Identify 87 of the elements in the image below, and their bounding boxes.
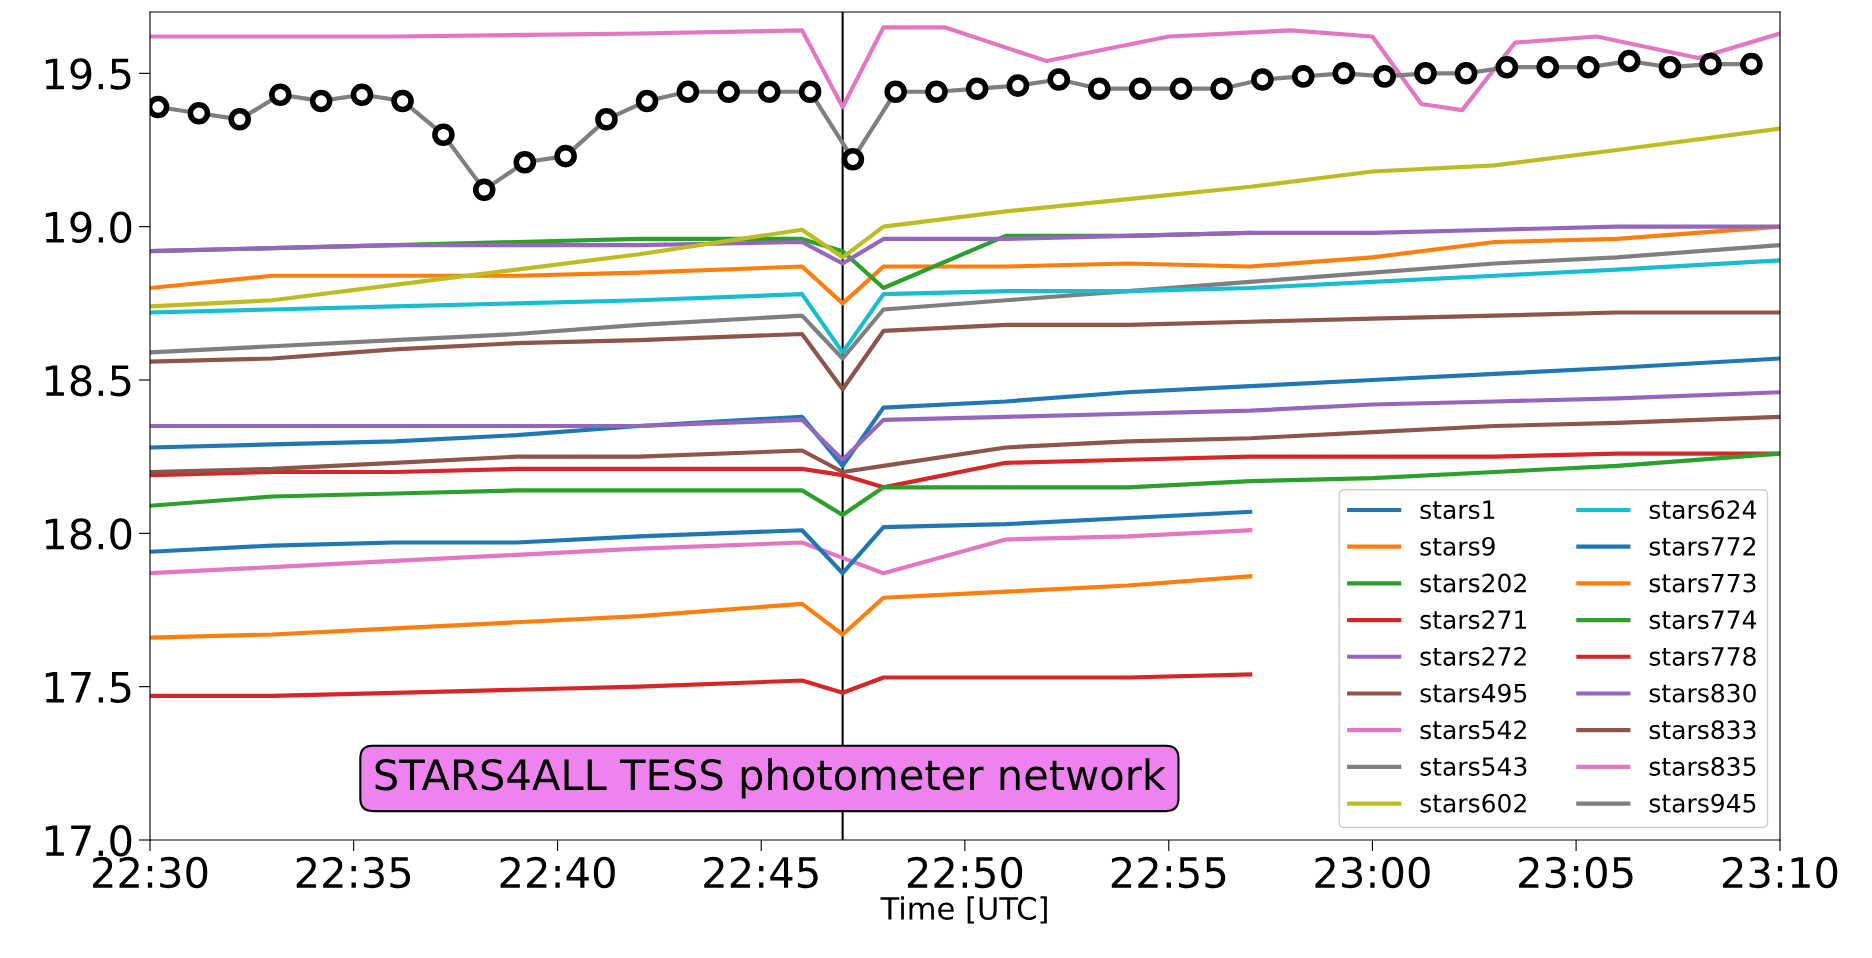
legend-label: stars271 bbox=[1420, 610, 1527, 630]
x-tick-label: 23:00 bbox=[1315, 856, 1430, 889]
point bbox=[925, 80, 948, 104]
point bbox=[595, 108, 618, 131]
legend-label: stars543 bbox=[1420, 757, 1527, 776]
point bbox=[228, 108, 252, 131]
legend-label: stars272 bbox=[1420, 646, 1526, 666]
line-series bbox=[150, 242, 1780, 361]
point bbox=[1617, 49, 1641, 73]
point bbox=[717, 80, 740, 104]
point bbox=[884, 80, 907, 104]
x-tick-label: 23:10 bbox=[1723, 856, 1838, 889]
legend-label: stars945 bbox=[1649, 793, 1756, 813]
line-series bbox=[150, 258, 1780, 355]
x-tick-label: 22:50 bbox=[907, 856, 1023, 889]
legend-label: stars773 bbox=[1649, 573, 1756, 593]
point bbox=[350, 83, 374, 107]
point bbox=[1332, 62, 1356, 85]
legend-label: stars495 bbox=[1420, 683, 1527, 703]
legend-label: stars774 bbox=[1649, 610, 1757, 630]
legend-label: stars1 bbox=[1420, 500, 1495, 520]
legend-label: stars835 bbox=[1649, 757, 1756, 776]
line-series bbox=[150, 414, 1780, 475]
point bbox=[1291, 65, 1315, 88]
legend-label: stars602 bbox=[1420, 793, 1526, 813]
point bbox=[1454, 62, 1478, 85]
line-series bbox=[150, 672, 1253, 698]
line-series bbox=[150, 224, 1780, 266]
legend-label: stars833 bbox=[1649, 720, 1756, 740]
point bbox=[676, 80, 700, 104]
legend-label: stars772 bbox=[1649, 536, 1755, 556]
point bbox=[391, 89, 414, 113]
point bbox=[472, 178, 496, 202]
y-tick-label: 17.5 bbox=[45, 672, 131, 704]
point bbox=[965, 77, 989, 100]
x-tick-label: 22:40 bbox=[500, 856, 615, 889]
point bbox=[1006, 74, 1030, 97]
point bbox=[1210, 77, 1233, 100]
line-series bbox=[150, 451, 1780, 518]
point bbox=[758, 80, 781, 104]
point bbox=[1699, 52, 1722, 76]
line-series bbox=[150, 310, 1780, 392]
point bbox=[1128, 77, 1152, 100]
x-tick-label: 22:30 bbox=[93, 856, 208, 889]
y-tick-label: 19.0 bbox=[45, 211, 132, 244]
y-tick-label: 19.5 bbox=[45, 58, 131, 90]
point bbox=[309, 89, 333, 113]
point bbox=[1373, 65, 1396, 88]
point bbox=[1577, 55, 1600, 79]
point bbox=[1047, 68, 1071, 91]
legend-label: stars778 bbox=[1649, 646, 1756, 666]
point bbox=[635, 89, 659, 113]
point bbox=[187, 101, 211, 125]
point bbox=[554, 144, 577, 168]
point bbox=[841, 147, 865, 171]
x-tick-label: 22:35 bbox=[296, 856, 411, 889]
x-tick-label: 22:55 bbox=[1111, 856, 1226, 889]
point bbox=[798, 80, 822, 104]
legend-label: stars202 bbox=[1420, 573, 1526, 593]
point bbox=[513, 150, 537, 174]
annotation: STARS4ALL TESS photometer network bbox=[375, 758, 1166, 799]
line-series bbox=[150, 25, 1780, 113]
point bbox=[1088, 77, 1111, 100]
legend-label: stars624 bbox=[1649, 500, 1757, 520]
point bbox=[1169, 77, 1193, 100]
x-tick-label: 23:05 bbox=[1519, 856, 1633, 889]
point bbox=[1495, 55, 1519, 79]
point bbox=[1536, 55, 1560, 79]
line-series bbox=[150, 528, 1253, 576]
point bbox=[1658, 55, 1682, 79]
x-axis-title: Time [UTC] bbox=[880, 896, 1047, 924]
line-series bbox=[150, 126, 1780, 309]
y-tick-label: 18.0 bbox=[45, 518, 132, 550]
line-series bbox=[150, 390, 1780, 462]
point bbox=[432, 123, 455, 146]
y-tick-label: 17.0 bbox=[45, 824, 132, 857]
legend-label: stars830 bbox=[1649, 683, 1756, 703]
y-tick-label: 18.5 bbox=[45, 364, 131, 397]
legend-label: stars542 bbox=[1420, 720, 1526, 740]
point bbox=[269, 83, 292, 107]
line-series bbox=[150, 509, 1253, 576]
point bbox=[1251, 68, 1274, 91]
point bbox=[1414, 62, 1437, 85]
point bbox=[1740, 52, 1763, 76]
x-tick-label: 22:45 bbox=[704, 856, 818, 889]
legend-label: stars9 bbox=[1420, 536, 1495, 556]
line-series bbox=[150, 574, 1253, 640]
